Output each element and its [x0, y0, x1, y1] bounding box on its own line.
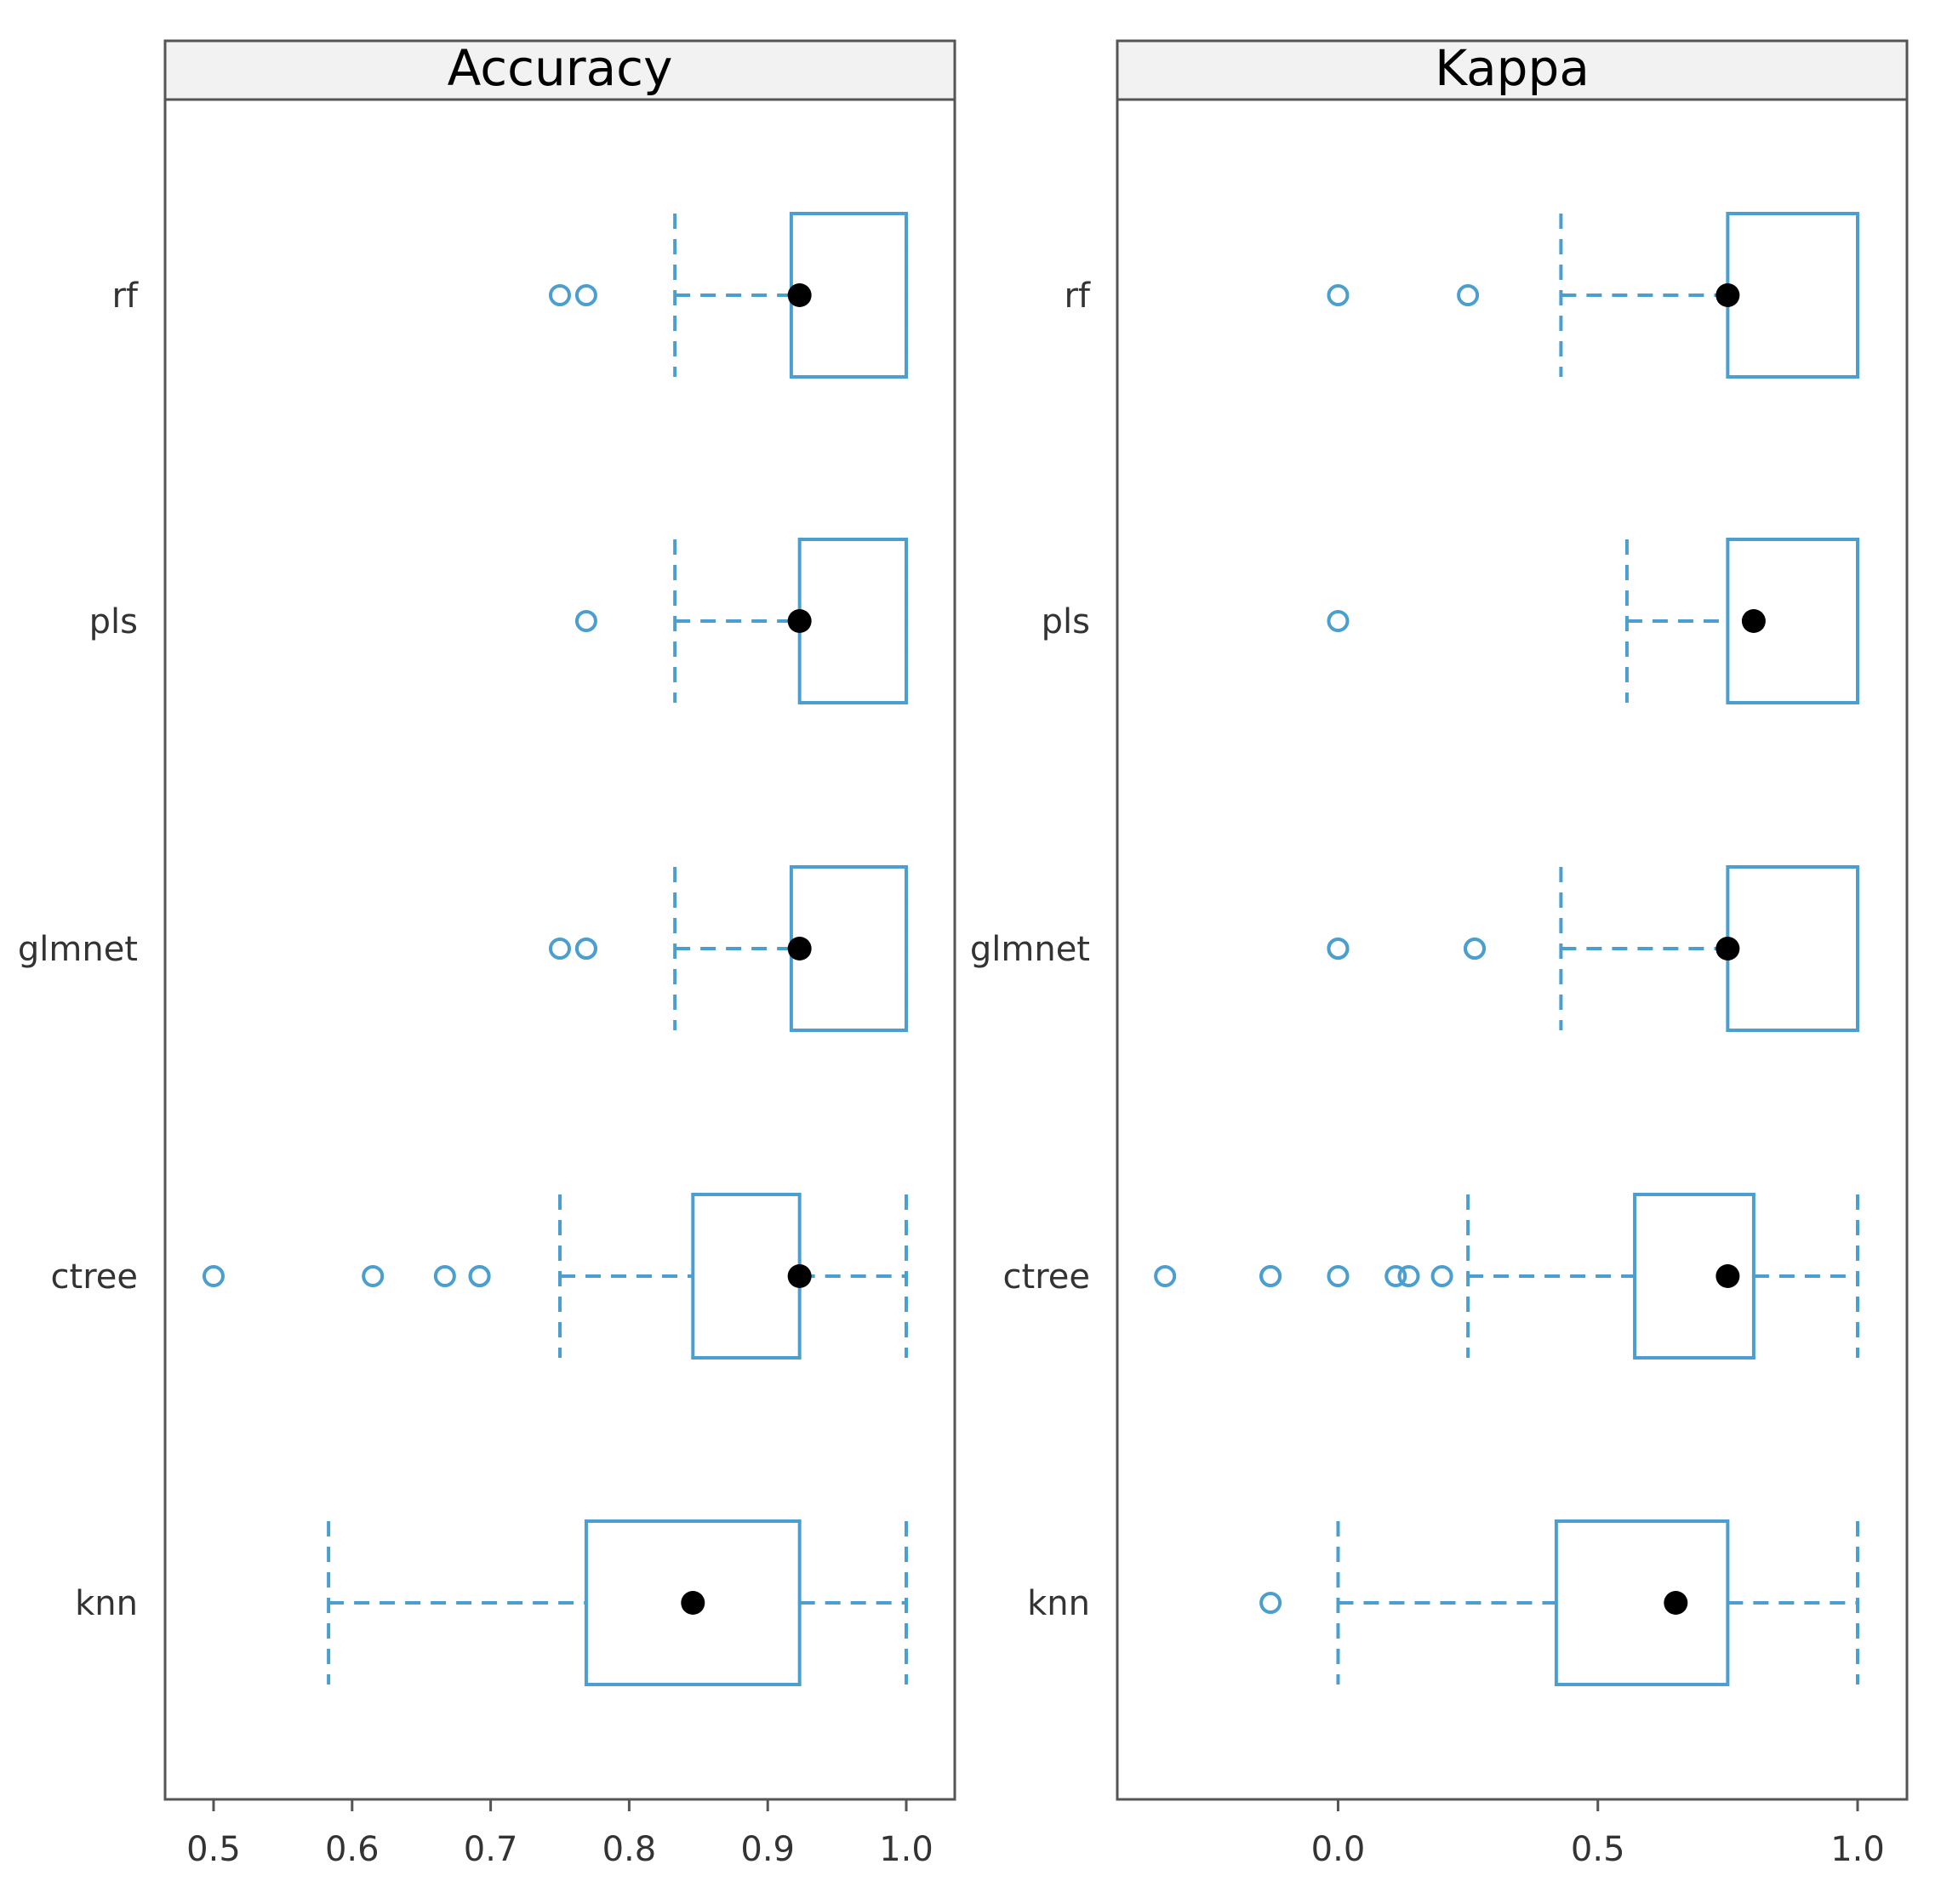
category-label-pls: pls: [1042, 602, 1090, 641]
box-kappa-knn: [1259, 1519, 1859, 1686]
median-dot: [1741, 609, 1766, 633]
median-dot: [787, 1264, 812, 1288]
iqr-box: [1554, 1519, 1730, 1686]
category-label-knn: knn: [1027, 1584, 1090, 1623]
iqr-box: [691, 1193, 802, 1360]
panel-accuracy: Accuracy rf pls glmnet ctree knn 0.5 0.6 0.7 0.8 0…: [18, 39, 956, 1869]
box-accuracy-knn: [327, 1519, 909, 1686]
median-dot: [1664, 1591, 1688, 1615]
x-tick-label-accuracy: 0.7: [464, 1830, 518, 1869]
box-accuracy-ctree: [202, 1193, 909, 1360]
x-tick-label-accuracy: 0.6: [325, 1830, 380, 1869]
panel-kappa: Kappa rf pls glmnet ctree knn 0.0 0.5 1.0: [970, 39, 1909, 1869]
outlier-point: [1457, 284, 1480, 306]
panel-border-kappa: [1116, 98, 1909, 1801]
box-kappa-rf: [1327, 212, 1859, 379]
box-accuracy-rf: [549, 212, 909, 379]
iqr-box: [1633, 1193, 1755, 1360]
outlier-point: [574, 284, 597, 306]
outlier-point: [1384, 1265, 1407, 1287]
category-label-ctree: ctree: [1003, 1257, 1090, 1297]
median-dot: [787, 609, 812, 633]
median-dot: [787, 937, 812, 961]
x-tick-label-accuracy: 0.8: [602, 1830, 657, 1869]
outlier-point: [202, 1265, 225, 1287]
box-kappa-ctree: [1154, 1193, 1859, 1360]
outlier-point: [549, 284, 571, 306]
x-tick-label-accuracy: 0.5: [186, 1830, 241, 1869]
outlier-point: [574, 938, 597, 960]
panel-border-accuracy: [163, 98, 956, 1801]
panel-title-accuracy: Accuracy: [448, 39, 673, 97]
x-tick-label-kappa: 0.0: [1311, 1830, 1366, 1869]
outlier-point: [549, 938, 571, 960]
outlier-point: [1327, 1265, 1350, 1287]
outlier-point: [1327, 938, 1350, 960]
category-label-glmnet: glmnet: [970, 930, 1090, 969]
x-tick-label-kappa: 1.0: [1830, 1830, 1885, 1869]
strip-kappa: [1116, 39, 1909, 101]
median-dot: [787, 283, 812, 307]
outlier-point: [1259, 1265, 1282, 1287]
outlier-point: [433, 1265, 456, 1287]
box-kappa-pls: [1327, 538, 1859, 704]
category-label-knn: knn: [75, 1584, 138, 1623]
iqr-box: [1726, 538, 1859, 704]
outlier-point: [1154, 1265, 1177, 1287]
outlier-point: [1259, 1592, 1282, 1614]
outlier-point: [1327, 610, 1350, 632]
box-kappa-glmnet: [1327, 865, 1859, 1032]
median-dot: [681, 1591, 705, 1615]
median-dot: [1716, 937, 1740, 961]
category-label-rf: rf: [111, 276, 138, 316]
iqr-box: [584, 1519, 802, 1686]
iqr-box: [1726, 865, 1859, 1032]
box-accuracy-glmnet: [549, 865, 909, 1032]
category-label-glmnet: glmnet: [18, 930, 138, 969]
outlier-point: [1327, 284, 1350, 306]
category-label-rf: rf: [1064, 276, 1090, 316]
panel-title-kappa: Kappa: [1435, 39, 1590, 97]
outlier-point: [1430, 1265, 1453, 1287]
iqr-box: [1726, 212, 1859, 379]
median-dot: [1716, 1264, 1740, 1288]
box-accuracy-pls: [574, 538, 909, 704]
median-dot: [1716, 283, 1740, 307]
outlier-point: [1464, 938, 1487, 960]
x-tick-label-kappa: 0.5: [1571, 1830, 1625, 1869]
category-label-pls: pls: [89, 602, 138, 641]
strip-accuracy: [163, 39, 956, 101]
category-label-ctree: ctree: [51, 1257, 138, 1297]
outlier-point: [574, 610, 597, 632]
outlier-point: [468, 1265, 491, 1287]
x-tick-label-accuracy: 1.0: [879, 1830, 933, 1869]
iqr-box: [797, 538, 909, 704]
outlier-point: [362, 1265, 385, 1287]
outlier-point: [1397, 1265, 1420, 1287]
x-tick-label-accuracy: 0.9: [740, 1830, 795, 1869]
